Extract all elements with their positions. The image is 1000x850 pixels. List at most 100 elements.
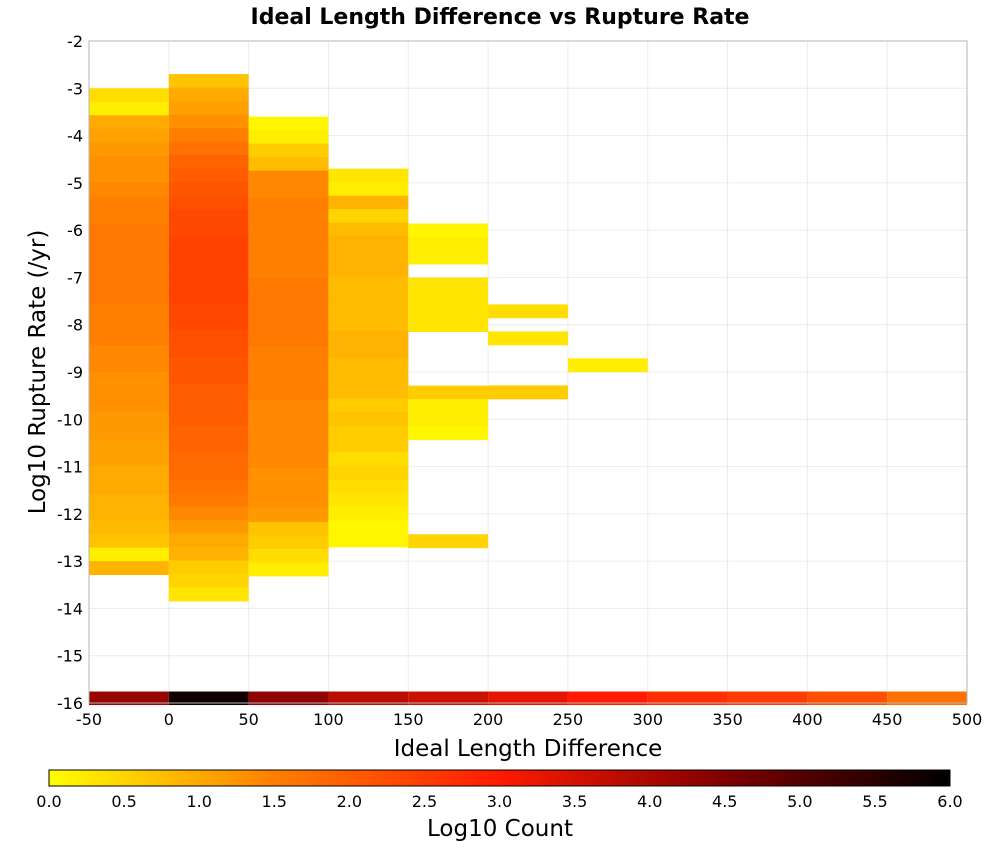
colorbar-label: Log10 Count — [427, 816, 573, 842]
y-tick-label-3: -5 — [67, 174, 83, 193]
heatmap-cell-0-16 — [89, 304, 169, 319]
heatmap-cell-1-7 — [168, 168, 249, 183]
heatmap-cell-1-29 — [168, 465, 249, 480]
heatmap-cell-3-13 — [328, 344, 409, 359]
y-tick-label-8: -10 — [57, 410, 83, 429]
y-tick-label-9: -11 — [57, 458, 83, 477]
heatmap-cell-1-3 — [168, 114, 249, 129]
heatmap-cell-0-32 — [89, 520, 169, 535]
heatmap-cell-0-4 — [89, 142, 169, 157]
heatmap-cell-3-1 — [328, 182, 409, 197]
heatmap-cell-3-22 — [328, 465, 409, 480]
heatmap-cell-0-23 — [89, 399, 169, 413]
strip-cell-2 — [248, 691, 329, 706]
y-tick-label-12: -14 — [57, 599, 83, 618]
heatmap-cell-0-5 — [89, 155, 169, 170]
heatmap-cell-3-26 — [328, 519, 409, 534]
heatmap-cell-0-22 — [89, 385, 169, 400]
y-axis-label: Log10 Rupture Rate (/yr) — [25, 230, 51, 515]
x-tick-label-3: 100 — [313, 710, 344, 729]
heatmap-cell-1-20 — [168, 344, 249, 359]
heatmap-cell-1-22 — [168, 371, 249, 386]
heatmap-cell-3-5 — [328, 236, 409, 251]
strip-cell-5 — [488, 691, 568, 706]
heatmap-cell-1-24 — [168, 398, 249, 413]
heatmap-cell-3-16 — [328, 384, 409, 399]
heatmap-cell-2-9 — [248, 238, 329, 253]
heatmap-cell-2-5 — [248, 184, 329, 199]
heatmap-cell-4-14 — [408, 412, 489, 427]
heatmap-cell-3-27 — [328, 533, 409, 548]
heatmap-cell-0-1 — [89, 101, 169, 116]
heatmap-cell-0-7 — [89, 182, 169, 197]
colorbar-tick-label-12: 6.0 — [937, 792, 962, 811]
strip-cell-1 — [168, 691, 249, 706]
heatmap-cell-2-15 — [248, 319, 329, 334]
x-tick-label-9: 400 — [792, 710, 823, 729]
heatmap-cell-0-19 — [89, 344, 169, 359]
heatmap-cell-5-2 — [488, 331, 568, 346]
heatmap-cell-0-8 — [89, 196, 169, 211]
heatmap-cell-2-31 — [248, 535, 329, 550]
strip-cell-8 — [727, 691, 808, 706]
heatmap-cell-1-19 — [168, 330, 249, 345]
heatmap-cell-3-12 — [328, 330, 409, 345]
y-tick-label-10: -12 — [57, 505, 83, 524]
heatmap-cell-2-12 — [248, 278, 329, 293]
heatmap-cell-3-7 — [328, 263, 409, 278]
heatmap-cell-0-11 — [89, 236, 169, 251]
heatmap-cell-0-33 — [89, 534, 169, 549]
heatmap-cell-0-2 — [89, 115, 169, 130]
y-tick-label-2: -4 — [67, 127, 83, 146]
strip-cell-9 — [807, 691, 888, 706]
heatmap-cell-1-11 — [168, 222, 249, 237]
heatmap-cell-3-2 — [328, 195, 409, 210]
heatmap-cell-0-9 — [89, 209, 169, 224]
colorbar-tick-label-9: 4.5 — [712, 792, 737, 811]
heatmap-cell-0-26 — [89, 439, 169, 454]
heatmap-cell-4-13 — [408, 399, 489, 414]
heatmap-cell-3-11 — [328, 317, 409, 332]
heatmap-cell-3-18 — [328, 411, 409, 426]
colorbar-tick-label-4: 2.0 — [337, 792, 362, 811]
heatmap-cell-1-33 — [168, 519, 249, 534]
heatmap-cell-1-6 — [168, 155, 249, 170]
heatmap-cell-4-5 — [408, 291, 489, 305]
heatmap-cell-2-3 — [248, 157, 329, 172]
heatmap-cell-2-32 — [248, 548, 329, 563]
heatmap-cell-0-15 — [89, 290, 169, 305]
heatmap-cell-1-15 — [168, 276, 249, 291]
heatmap-cell-1-37 — [168, 573, 249, 588]
heatmap-cell-3-6 — [328, 249, 409, 264]
heatmap-cell-4-12 — [408, 385, 489, 400]
heatmap-cell-3-23 — [328, 479, 409, 494]
heatmap-cell-3-0 — [328, 168, 409, 183]
heatmap-cell-2-26 — [248, 467, 329, 482]
y-tick-label-4: -6 — [67, 221, 83, 240]
plot-frame — [88, 40, 968, 704]
heatmap-cells — [89, 74, 648, 602]
y-tick-labels: -2 -3 -4 -5 -6 -7 -8 -9 -10 -11 -12 -13 -14 -15 -16 — [57, 32, 83, 713]
heatmap-cell-2-24 — [248, 440, 329, 455]
colorbar-tick-label-8: 4.0 — [637, 792, 662, 811]
heatmap-cell-2-4 — [248, 170, 329, 185]
heatmap-cell-1-25 — [168, 411, 249, 426]
heatmap-cell-0-28 — [89, 466, 169, 481]
heatmap-cell-0-27 — [89, 453, 169, 467]
heatmap-cell-4-1 — [408, 237, 489, 251]
heatmap-cell-2-33 — [248, 562, 329, 577]
heatmap-cell-3-19 — [328, 425, 409, 440]
heatmap-cell-3-25 — [328, 506, 409, 521]
heatmap-cell-0-14 — [89, 277, 169, 292]
heatmap-cell-4-23 — [408, 534, 489, 549]
x-tick-label-2: 50 — [238, 710, 258, 729]
heatmap-cell-1-26 — [168, 425, 249, 440]
heatmap-cell-3-24 — [328, 492, 409, 507]
heatmap-cell-2-10 — [248, 251, 329, 266]
heatmap-cell-4-4 — [408, 277, 489, 292]
heatmap-cell-2-13 — [248, 292, 329, 307]
x-tick-label-10: 450 — [872, 710, 903, 729]
heatmap-cell-2-19 — [248, 373, 329, 388]
heatmap-cell-1-8 — [168, 182, 249, 197]
heatmap-cell-2-20 — [248, 386, 329, 401]
